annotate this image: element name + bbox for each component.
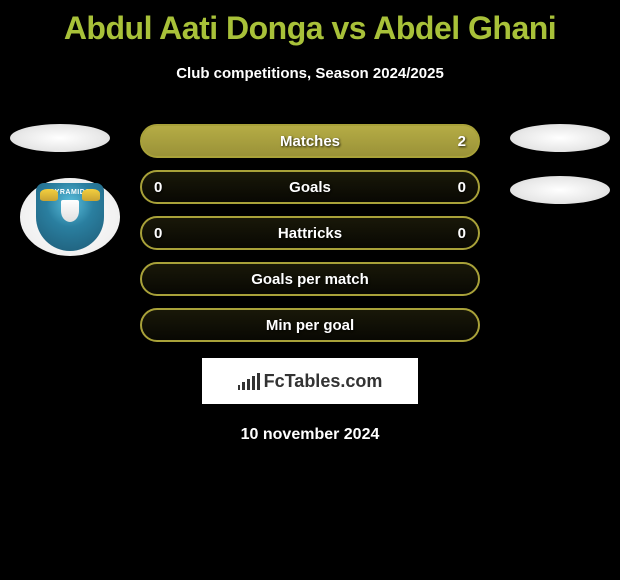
subtitle: Club competitions, Season 2024/2025 <box>0 65 620 82</box>
stat-row-mpg: Min per goal <box>0 308 620 342</box>
stat-label: Hattricks <box>278 225 342 242</box>
stat-left-value: 0 <box>154 179 162 196</box>
chart-icon <box>238 372 260 390</box>
stat-bar: 0 Hattricks 0 <box>140 216 480 250</box>
date-text: 10 november 2024 <box>0 426 620 444</box>
stat-bar: Matches 2 <box>140 124 480 158</box>
stat-left-value: 0 <box>154 225 162 242</box>
stat-right-value: 2 <box>458 133 466 150</box>
stat-label: Goals per match <box>251 271 369 288</box>
stat-row-gpm: Goals per match <box>0 262 620 296</box>
stat-row-hattricks: 0 Hattricks 0 <box>0 216 620 250</box>
page-title: Abdul Aati Donga vs Abdel Ghani <box>0 0 620 47</box>
stat-label: Min per goal <box>266 317 354 334</box>
stat-label: Matches <box>280 133 340 150</box>
stat-label: Goals <box>289 179 331 196</box>
stat-bar: Min per goal <box>140 308 480 342</box>
stats-container: Matches 2 0 Goals 0 0 Hattricks 0 Goals … <box>0 124 620 342</box>
watermark-text: FcTables.com <box>264 371 383 392</box>
stat-right-value: 0 <box>458 225 466 242</box>
stat-bar: Goals per match <box>140 262 480 296</box>
stat-row-matches: Matches 2 <box>0 124 620 158</box>
stat-row-goals: 0 Goals 0 <box>0 170 620 204</box>
watermark: FcTables.com <box>202 358 418 404</box>
stat-bar: 0 Goals 0 <box>140 170 480 204</box>
stat-right-value: 0 <box>458 179 466 196</box>
